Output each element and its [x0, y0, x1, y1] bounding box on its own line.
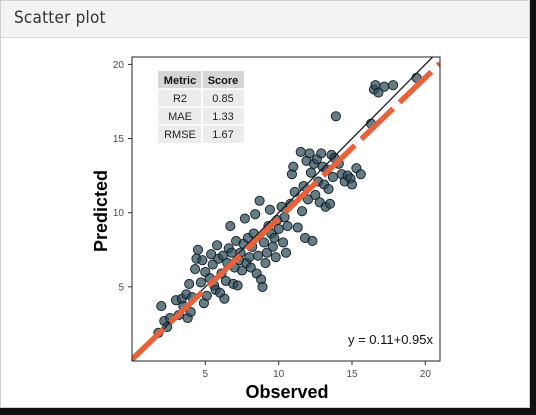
x-axis-title: Observed	[245, 382, 328, 402]
x-tick-label: 20	[420, 369, 432, 380]
data-point	[225, 221, 236, 232]
data-point	[261, 247, 272, 258]
data-point	[156, 301, 167, 312]
x-tick-label: 10	[273, 369, 285, 380]
data-point	[260, 258, 271, 269]
axes-layer: 5 10 15 20 5 10 15 20	[113, 60, 431, 380]
data-point	[276, 201, 287, 212]
data-point	[289, 186, 300, 197]
table-body-bg	[158, 89, 244, 143]
data-point	[244, 252, 255, 263]
data-point	[388, 80, 399, 91]
data-point	[185, 307, 196, 318]
table-cell: R2	[173, 93, 187, 105]
table-header-bg	[158, 71, 244, 89]
panel-title: Scatter plot	[14, 8, 106, 28]
data-point	[302, 194, 314, 205]
x-tick-label: 5	[203, 369, 209, 380]
data-point	[323, 183, 334, 195]
data-point	[195, 277, 206, 288]
data-point	[257, 281, 268, 292]
data-point	[162, 321, 173, 332]
scatter-plot-panel: Scatter plot 5 10 15 20 5 10 15 20 Metric Score R…	[0, 0, 530, 408]
data-point	[298, 180, 309, 192]
data-point	[226, 247, 237, 258]
data-point	[346, 179, 358, 190]
y-tick-label: 5	[118, 282, 124, 293]
data-point	[219, 293, 230, 304]
data-point	[270, 252, 281, 263]
table-header-cell: Score	[208, 75, 239, 87]
data-point	[292, 222, 303, 233]
data-point	[201, 290, 212, 301]
fit-equation: y = 0.11+0.95x	[348, 332, 434, 347]
data-point	[273, 223, 284, 235]
data-point	[288, 161, 299, 172]
data-point	[305, 167, 316, 178]
y-tick-label: 20	[113, 60, 125, 71]
data-point	[264, 204, 275, 215]
data-point	[282, 221, 293, 232]
data-point	[307, 235, 318, 246]
scatter-chart: 5 10 15 20 5 10 15 20 Metric Score R2 0.85 MAE 1.33 R…	[91, 56, 441, 402]
table-header-cell: Metric	[164, 75, 196, 87]
y-tick-label: 15	[113, 134, 125, 145]
data-point	[279, 212, 290, 223]
data-point	[330, 111, 341, 122]
table-cell: 1.33	[212, 111, 233, 123]
data-point	[327, 172, 338, 183]
y-tick-label: 10	[113, 208, 125, 219]
table-cell: RMSE	[164, 129, 196, 141]
panel-header: Scatter plot	[1, 1, 529, 38]
plot-border	[131, 56, 441, 362]
table-cell: 0.85	[212, 93, 233, 105]
data-point	[280, 247, 292, 258]
data-point	[324, 198, 336, 209]
data-point	[295, 146, 306, 157]
data-point	[250, 209, 261, 220]
lines-layer	[132, 57, 440, 361]
data-point	[373, 87, 384, 98]
data-point	[297, 206, 308, 217]
data-point	[184, 278, 195, 289]
data-point	[267, 241, 278, 252]
data-point	[190, 264, 201, 275]
data-point	[304, 148, 315, 159]
data-point	[217, 250, 228, 261]
data-point	[269, 232, 280, 243]
metrics-table: Metric Score R2 0.85 MAE 1.33 RMSE 1.67	[158, 71, 244, 143]
data-point	[212, 240, 223, 251]
fit-line	[132, 61, 440, 361]
table-cell: MAE	[168, 111, 192, 123]
data-point	[316, 148, 327, 159]
data-point	[278, 237, 289, 248]
data-point	[379, 81, 390, 92]
data-point	[245, 262, 256, 273]
data-point	[254, 195, 265, 206]
x-tick-label: 15	[346, 369, 358, 380]
data-point	[310, 189, 321, 200]
data-point	[232, 280, 243, 291]
data-point	[236, 265, 248, 276]
y-axis-title: Predicted	[91, 170, 111, 252]
table-cell: 1.67	[212, 129, 233, 141]
data-point	[192, 244, 204, 255]
data-point	[258, 237, 270, 248]
data-point	[253, 250, 264, 261]
data-point	[197, 255, 208, 266]
data-point	[355, 169, 366, 180]
data-point	[206, 249, 217, 260]
data-point	[239, 213, 250, 224]
